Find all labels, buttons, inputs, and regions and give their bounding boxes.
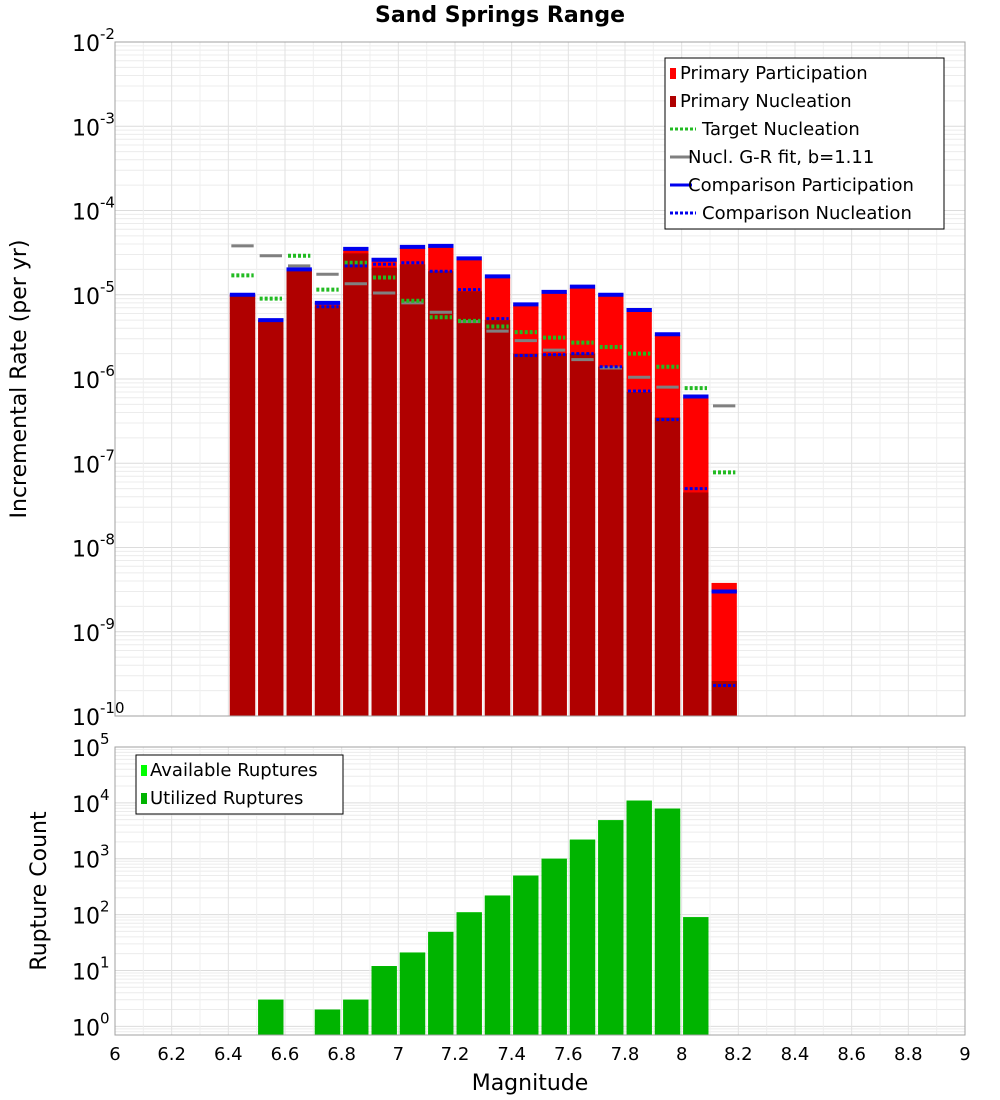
x-tick-label: 8.8	[894, 1044, 923, 1065]
nucleation-bar	[428, 271, 454, 716]
top-ytick-label: 10-9	[72, 615, 115, 647]
nucleation-bar	[598, 366, 624, 716]
bottom-ytick-label: 101	[72, 953, 110, 985]
bottom-ytick-label: 100	[72, 1009, 110, 1041]
legend-label: Comparison Participation	[688, 175, 914, 196]
rupture-bars	[258, 800, 709, 1035]
x-tick-label: 7.4	[497, 1044, 526, 1065]
x-tick-label: 6.6	[271, 1044, 300, 1065]
top-y-axis-title: Incremental Rate (per yr)	[7, 240, 32, 519]
x-tick-label: 6	[109, 1044, 120, 1065]
utilized-ruptures-bar	[258, 999, 284, 1035]
legend-label: Target Nucleation	[701, 119, 860, 140]
bottom-plot-frame	[114, 746, 966, 1036]
utilized-ruptures-bar	[428, 931, 454, 1035]
x-tick-label: 8	[676, 1044, 687, 1065]
bottom-ytick-label: 103	[72, 842, 110, 874]
nucleation-bar	[626, 392, 652, 716]
utilized-ruptures-bar	[626, 800, 652, 1035]
utilized-ruptures-bar	[513, 875, 539, 1035]
chart-title: Sand Springs Range	[375, 3, 625, 28]
utilized-ruptures-bar	[654, 808, 681, 1035]
bottom-legend-box	[135, 754, 344, 815]
legend-swatch	[141, 793, 147, 804]
nucleation-bar	[229, 294, 256, 716]
utilized-ruptures-bar	[484, 895, 511, 1035]
x-tick-label: 6.8	[327, 1044, 356, 1065]
nucleation-bar	[314, 305, 341, 716]
nucleation-bar	[258, 320, 284, 716]
bottom-ytick-label: 105	[72, 730, 110, 762]
legend-label: Available Ruptures	[150, 760, 318, 781]
top-ytick-label: 10-6	[72, 362, 115, 394]
nucleation-bar	[456, 291, 482, 716]
x-tick-label: 7.2	[441, 1044, 470, 1065]
x-axis-title: Magnitude	[472, 1071, 589, 1096]
x-tick-label: 9	[959, 1044, 970, 1065]
top-ytick-label: 10-3	[72, 109, 115, 141]
x-tick-label: 8.2	[724, 1044, 753, 1065]
nucleation-bar	[371, 267, 397, 716]
top-ytick-label: 10-5	[72, 278, 115, 310]
utilized-ruptures-bar	[569, 839, 596, 1035]
nucleation-bar	[683, 492, 709, 716]
utilized-ruptures-bar	[314, 1009, 341, 1035]
utilized-ruptures-bar	[399, 952, 426, 1035]
x-tick-label: 7.6	[554, 1044, 583, 1065]
bottom-y-axis-title: Rupture Count	[27, 811, 52, 971]
utilized-ruptures-bar	[683, 917, 709, 1035]
top-ytick-label: 10-7	[72, 446, 115, 478]
nucleation-bar	[343, 253, 369, 716]
top-grid	[114, 42, 966, 717]
bottom-ytick-label: 104	[72, 786, 110, 818]
utilized-ruptures-bar	[456, 912, 482, 1035]
legend-label: Primary Nucleation	[680, 91, 852, 112]
legend-swatch	[670, 68, 676, 79]
marker-lines	[229, 243, 737, 688]
nucleation-bar	[569, 353, 596, 716]
legend-label: Nucl. G-R fit, b=1.11	[688, 147, 874, 168]
legend-label: Utilized Ruptures	[150, 788, 303, 809]
top-ytick-label: 10-2	[72, 25, 115, 57]
nucleation-bar	[286, 269, 312, 716]
x-tick-label: 7.8	[611, 1044, 640, 1065]
nucleation-bars	[229, 253, 737, 716]
top-legend: Primary Participation Primary Nucleation T…	[664, 57, 945, 230]
top-ytick-label: 10-10	[72, 699, 125, 731]
bottom-legend: Available Ruptures Utilized Ruptures	[135, 754, 344, 815]
legend-label: Primary Participation	[680, 63, 868, 84]
x-tick-label: 6.4	[214, 1044, 243, 1065]
utilized-ruptures-bar	[343, 999, 369, 1035]
x-tick-label: 8.6	[837, 1044, 866, 1065]
x-tick-label: 7	[393, 1044, 404, 1065]
x-tick-label: 8.4	[781, 1044, 810, 1065]
utilized-ruptures-bar	[371, 966, 397, 1035]
legend-swatch	[141, 765, 147, 776]
top-ytick-label: 10-4	[72, 194, 115, 226]
top-plot-frame	[114, 41, 966, 717]
utilized-ruptures-bar	[541, 858, 567, 1035]
x-tick-label: 6.2	[157, 1044, 186, 1065]
top-legend-box	[664, 57, 945, 230]
nucleation-bar	[654, 417, 681, 716]
utilized-ruptures-bar	[598, 820, 624, 1035]
nucleation-bar	[484, 320, 511, 716]
bottom-ytick-label: 102	[72, 898, 110, 930]
nucleation-bar	[541, 353, 567, 716]
legend-swatch	[670, 96, 676, 107]
nucleation-bar	[399, 264, 426, 716]
legend-label: Comparison Nucleation	[702, 203, 912, 224]
top-ytick-label: 10-8	[72, 531, 115, 563]
nucleation-bar	[513, 353, 539, 716]
